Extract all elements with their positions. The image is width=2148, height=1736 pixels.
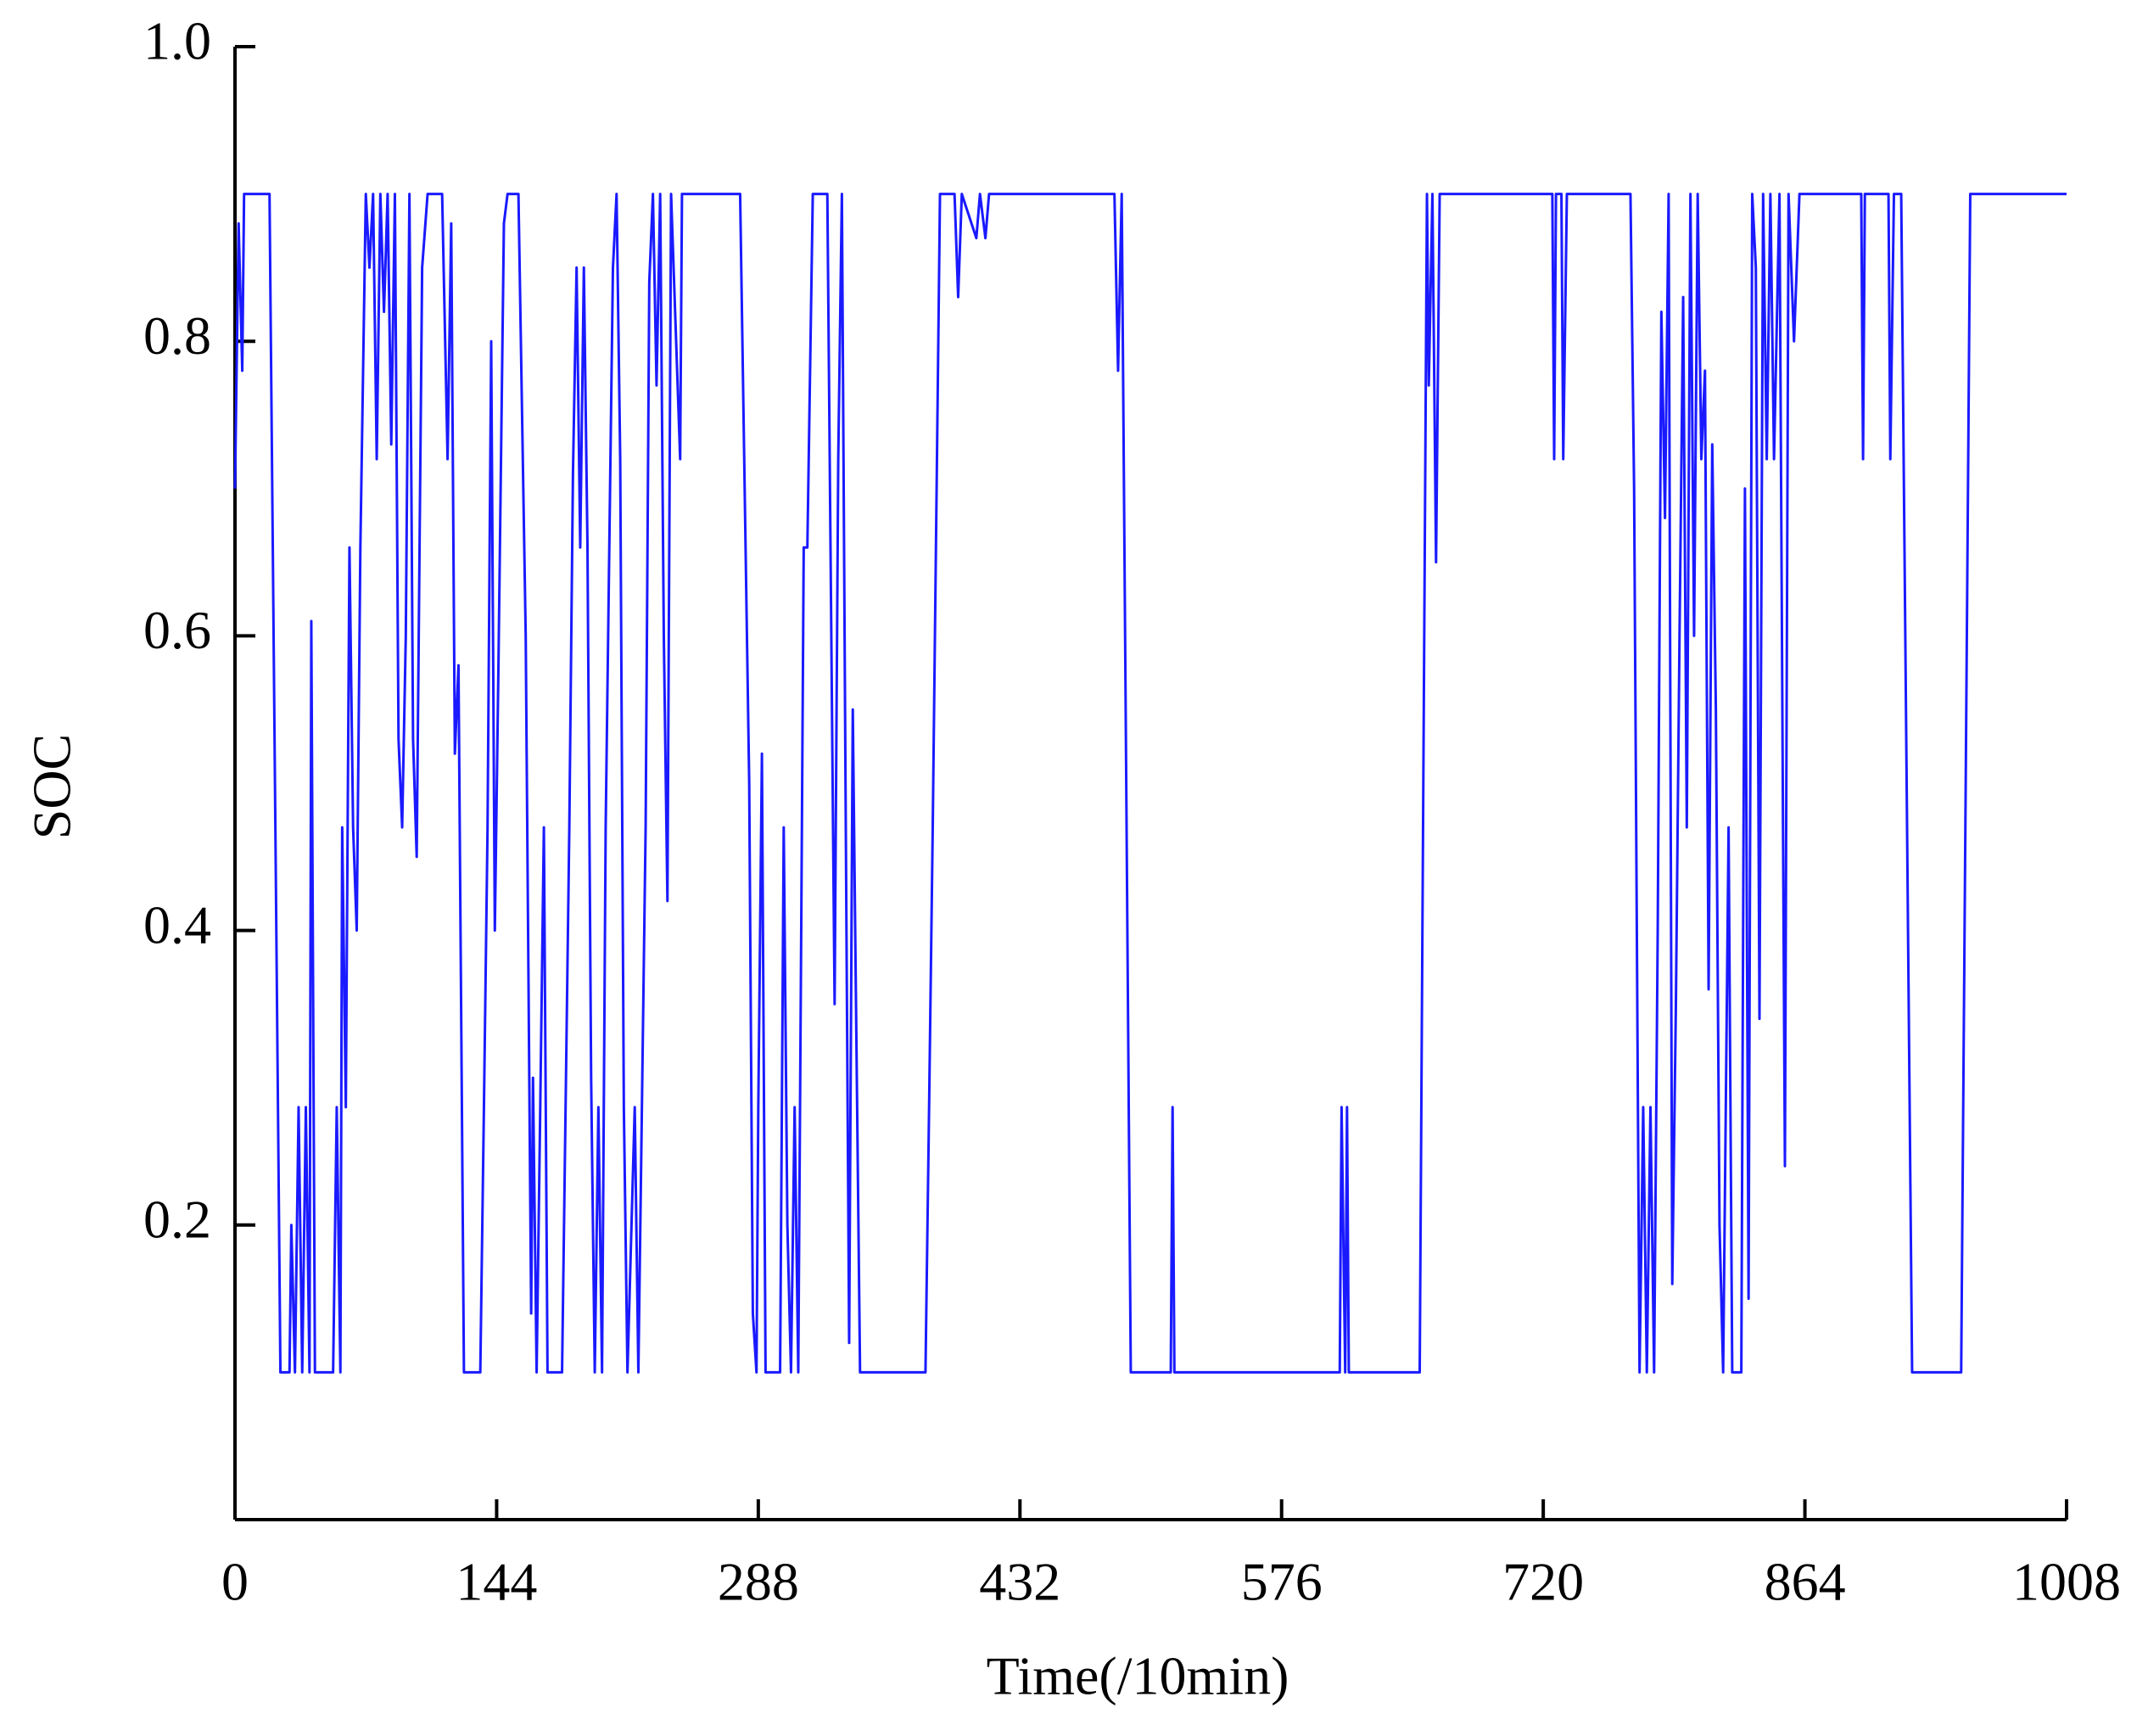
y-tick-label: 0.8 xyxy=(143,305,211,366)
x-tick-label: 288 xyxy=(718,1552,799,1612)
x-tick-label: 144 xyxy=(456,1552,537,1612)
x-tick-label: 1008 xyxy=(2012,1552,2121,1612)
y-tick-label: 1.0 xyxy=(143,11,211,71)
x-tick-label: 864 xyxy=(1765,1552,1846,1612)
x-tick-label: 0 xyxy=(221,1552,249,1612)
x-tick-label: 432 xyxy=(979,1552,1060,1612)
y-tick-label: 0.6 xyxy=(143,600,211,660)
x-axis-label: Time(/10min) xyxy=(987,1646,1289,1706)
y-tick-label: 0.2 xyxy=(143,1189,211,1249)
soc-line xyxy=(233,193,2067,1374)
x-tick-label: 576 xyxy=(1241,1552,1323,1612)
y-tick-label: 0.4 xyxy=(143,894,211,955)
x-tick-label: 720 xyxy=(1502,1552,1584,1612)
y-axis-label: SOC xyxy=(22,734,82,840)
